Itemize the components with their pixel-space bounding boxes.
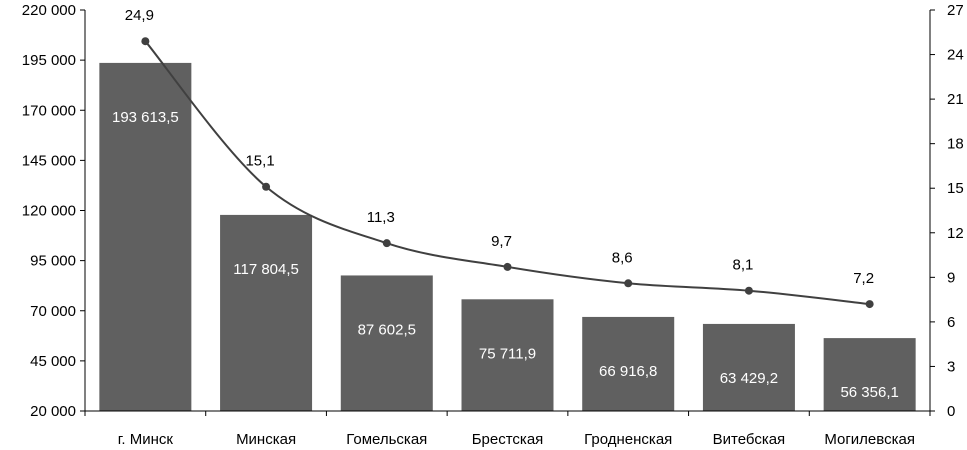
x-tick-label: Гродненская <box>584 431 672 448</box>
right-tick-label: 21 <box>947 91 964 108</box>
bar-data-label: 56 356,1 <box>840 384 898 401</box>
line-point <box>744 286 753 295</box>
bar <box>702 323 795 411</box>
right-tick-label: 9 <box>947 269 955 286</box>
x-tick-label: Брестская <box>472 431 544 448</box>
right-tick-label: 27 <box>947 2 964 19</box>
line-data-label: 8,6 <box>612 249 633 266</box>
line-data-label: 15,1 <box>245 153 274 170</box>
left-tick-label: 120 000 <box>22 203 76 220</box>
bar <box>220 214 313 411</box>
bar-data-label: 75 711,9 <box>479 345 536 362</box>
line-point <box>624 279 633 288</box>
right-tick-label: 12 <box>947 225 964 242</box>
left-tick-label: 220 000 <box>22 2 76 19</box>
bar-data-label: 193 613,5 <box>112 109 179 126</box>
right-tick-label: 18 <box>947 136 964 153</box>
bar <box>340 275 433 411</box>
bar-data-label: 66 916,8 <box>599 363 657 380</box>
x-tick-label: Минская <box>236 431 296 448</box>
line-data-label: 11,3 <box>367 209 395 226</box>
line-point <box>382 239 391 248</box>
line-data-label: 7,2 <box>853 270 874 287</box>
line-point <box>865 300 874 309</box>
bar-data-label: 63 429,2 <box>720 370 778 387</box>
line-point <box>262 182 271 191</box>
right-tick-label: 6 <box>947 314 955 331</box>
bar <box>99 62 192 411</box>
x-tick-label: Могилевская <box>824 431 915 448</box>
line-data-label: 9,7 <box>491 233 512 250</box>
left-tick-label: 95 000 <box>30 253 76 270</box>
right-tick-label: 24 <box>947 47 964 64</box>
left-tick-label: 70 000 <box>30 303 76 320</box>
right-tick-label: 0 <box>947 403 955 420</box>
x-tick-label: Гомельская <box>346 431 427 448</box>
left-tick-label: 195 000 <box>22 52 76 69</box>
x-tick-label: г. Минск <box>118 431 174 448</box>
right-tick-label: 15 <box>947 180 964 197</box>
line-data-label: 24,9 <box>125 7 154 24</box>
line-point <box>141 37 150 46</box>
bar-data-label: 117 804,5 <box>233 261 299 278</box>
left-tick-label: 145 000 <box>22 152 76 169</box>
line-data-label: 8,1 <box>732 257 753 274</box>
left-tick-label: 45 000 <box>30 353 76 370</box>
right-tick-label: 3 <box>947 358 955 375</box>
bar <box>582 316 675 411</box>
line-point <box>503 262 512 271</box>
left-tick-label: 20 000 <box>30 403 76 420</box>
left-tick-label: 170 000 <box>22 102 76 119</box>
bar-data-label: 87 602,5 <box>358 321 416 338</box>
bar <box>461 299 554 411</box>
bar <box>823 338 916 411</box>
x-tick-label: Витебская <box>713 431 786 448</box>
